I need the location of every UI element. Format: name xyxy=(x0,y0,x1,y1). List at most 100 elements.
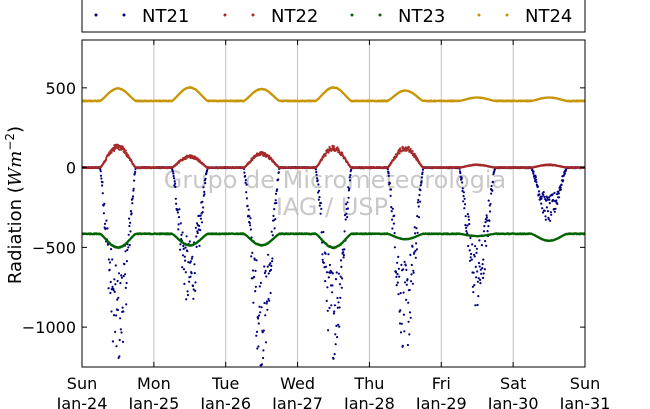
data-point xyxy=(546,196,549,199)
data-point xyxy=(124,273,127,276)
data-point xyxy=(200,221,204,224)
data-point xyxy=(540,202,543,205)
data-point xyxy=(127,233,130,236)
data-point xyxy=(408,333,411,336)
data-point xyxy=(332,145,335,148)
data-point xyxy=(189,260,192,263)
data-point xyxy=(321,253,324,256)
data-point xyxy=(202,206,205,209)
data-point xyxy=(269,268,273,271)
data-point xyxy=(399,331,403,334)
data-point xyxy=(102,212,105,215)
data-point xyxy=(408,288,411,292)
data-point xyxy=(129,221,132,224)
data-point xyxy=(343,230,346,233)
data-point xyxy=(112,149,116,152)
data-point xyxy=(188,240,191,243)
data-point xyxy=(481,276,485,279)
data-point xyxy=(100,177,103,180)
data-point xyxy=(387,172,390,175)
data-point xyxy=(245,183,248,186)
data-point xyxy=(563,172,567,175)
data-point xyxy=(274,192,278,195)
data-point xyxy=(330,149,333,152)
data-point xyxy=(559,186,562,189)
data-point xyxy=(172,172,175,175)
data-point xyxy=(205,172,208,175)
data-point xyxy=(277,178,280,181)
data-point xyxy=(101,184,104,187)
data-point xyxy=(396,281,399,284)
data-point xyxy=(250,255,253,258)
data-point xyxy=(172,174,175,178)
data-point xyxy=(339,275,342,278)
data-point xyxy=(342,254,345,257)
data-point xyxy=(477,277,480,280)
data-point xyxy=(325,299,328,302)
data-point xyxy=(199,229,202,232)
data-point xyxy=(343,214,347,217)
data-point xyxy=(101,181,104,184)
data-point xyxy=(420,180,423,183)
data-point xyxy=(254,285,257,288)
data-point xyxy=(322,261,325,264)
data-point xyxy=(185,235,188,238)
data-point xyxy=(118,338,121,342)
data-point xyxy=(550,213,553,216)
data-point xyxy=(465,226,468,229)
data-point xyxy=(103,202,106,205)
data-point xyxy=(327,253,330,256)
data-point xyxy=(474,245,477,248)
data-point xyxy=(322,230,325,234)
data-point xyxy=(407,320,410,323)
data-point xyxy=(270,264,273,267)
data-point xyxy=(327,151,330,154)
data-point xyxy=(408,311,412,314)
data-point xyxy=(480,272,483,275)
data-point xyxy=(348,187,351,190)
data-point xyxy=(107,287,110,290)
data-point xyxy=(262,329,265,332)
data-point xyxy=(260,363,264,366)
data-point xyxy=(116,308,119,312)
data-point xyxy=(417,205,420,208)
data-point xyxy=(480,244,483,247)
data-point xyxy=(346,201,349,204)
data-point xyxy=(277,171,280,174)
data-point xyxy=(477,295,480,298)
data-point xyxy=(405,298,408,301)
data-point xyxy=(409,147,412,150)
data-point xyxy=(129,230,132,233)
data-point xyxy=(553,191,556,194)
data-point xyxy=(483,225,486,228)
data-point xyxy=(121,340,125,343)
data-point xyxy=(271,260,274,263)
data-point xyxy=(490,192,493,195)
data-point xyxy=(552,199,555,202)
data-point xyxy=(251,158,254,162)
data-point xyxy=(538,193,541,196)
data-point xyxy=(245,191,248,194)
data-point xyxy=(204,177,207,180)
data-point xyxy=(184,259,187,262)
data-point xyxy=(459,171,462,175)
data-point xyxy=(474,265,477,268)
data-point xyxy=(404,264,407,267)
data-point xyxy=(410,273,413,276)
watermark-line-2: IAG / USP xyxy=(276,193,388,221)
data-point xyxy=(193,263,196,266)
data-point xyxy=(339,296,342,299)
data-point xyxy=(489,202,492,206)
data-point xyxy=(191,255,194,258)
data-point xyxy=(470,258,473,261)
data-point xyxy=(251,277,254,280)
data-point xyxy=(263,301,266,305)
data-point xyxy=(182,268,186,271)
data-point xyxy=(338,283,342,286)
data-point xyxy=(205,169,209,172)
data-point xyxy=(125,303,128,306)
data-point xyxy=(201,211,204,214)
data-point xyxy=(181,254,185,257)
data-point xyxy=(324,152,328,155)
data-point xyxy=(469,236,472,240)
